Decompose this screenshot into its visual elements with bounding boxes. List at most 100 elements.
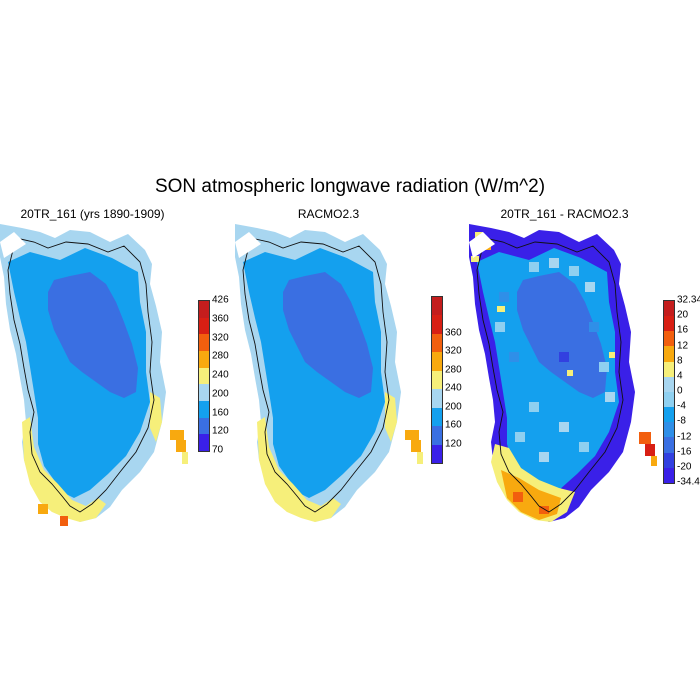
map-cell bbox=[539, 452, 549, 462]
map-cell bbox=[495, 322, 505, 332]
colorbar-segment bbox=[664, 331, 674, 347]
coastline bbox=[7, 237, 155, 513]
island-cell bbox=[645, 444, 655, 456]
colorbar-tick-label: -12 bbox=[677, 431, 692, 442]
greenland-map-3 bbox=[469, 224, 657, 522]
south-tip-cell bbox=[38, 504, 48, 514]
colorbar-tick-label: 160 bbox=[212, 407, 229, 418]
map-cell bbox=[549, 258, 559, 268]
south-margin bbox=[22, 417, 106, 522]
colorbar-tick-label: -4 bbox=[677, 400, 686, 412]
map-cell bbox=[559, 422, 569, 432]
island-cell bbox=[651, 456, 657, 466]
colorbar-segment bbox=[432, 407, 442, 427]
coastline bbox=[476, 237, 624, 513]
colorbar-tick-label: 20 bbox=[677, 309, 689, 321]
map-cell bbox=[499, 292, 509, 302]
colorbar-segment bbox=[199, 317, 209, 335]
panel-title-1: 20TR_161 (yrs 1890-1909) bbox=[20, 207, 165, 221]
west-cell bbox=[497, 306, 505, 312]
colorbar-tick-label: 12 bbox=[677, 340, 689, 351]
south-margin bbox=[257, 417, 341, 522]
greenland-map-2 bbox=[235, 224, 423, 522]
colorbar-tick-label: 320 bbox=[445, 345, 462, 357]
colorbar-tick-label: 200 bbox=[445, 401, 462, 413]
colorbar-tick-label: 70 bbox=[212, 444, 224, 456]
colorbar-box bbox=[431, 296, 443, 464]
greenland-map-1 bbox=[0, 224, 188, 526]
south-hot-cell bbox=[513, 492, 523, 502]
colorbar-segment bbox=[664, 452, 674, 468]
colorbar-tick-label: 160 bbox=[445, 419, 462, 431]
figure-title: SON atmospheric longwave radiation (W/m^… bbox=[154, 176, 546, 197]
colorbar-tick-label: 280 bbox=[212, 350, 229, 362]
colorbar-segment bbox=[664, 391, 674, 408]
colorbar-tick-label: -8 bbox=[677, 415, 686, 427]
colorbar-segment bbox=[199, 301, 209, 318]
colorbar-segment bbox=[199, 384, 209, 401]
colorbar-tick-label: -16 bbox=[677, 446, 692, 458]
ellesmere-gap bbox=[469, 232, 495, 258]
map-cell bbox=[529, 262, 539, 272]
colorbar-segment bbox=[664, 376, 674, 392]
nw-cell bbox=[471, 256, 479, 262]
interior-zone bbox=[48, 272, 138, 398]
island-cell bbox=[411, 440, 421, 452]
east-cell bbox=[609, 352, 615, 358]
colorbar-segment bbox=[199, 350, 209, 368]
map-cell bbox=[569, 266, 579, 276]
colorbar-tick-label: 4 bbox=[677, 370, 683, 382]
map-cell bbox=[605, 392, 615, 402]
colorbar-segment bbox=[432, 444, 442, 463]
island-cell bbox=[639, 432, 651, 444]
colorbar-segment bbox=[664, 467, 674, 483]
island-cell bbox=[182, 452, 188, 464]
colorbar-tick-label: 426 bbox=[212, 294, 229, 306]
map-cell bbox=[585, 282, 595, 292]
colorbar-tick-label: 32.34 bbox=[677, 294, 700, 306]
map-cell bbox=[515, 432, 525, 442]
map-cell bbox=[559, 352, 569, 362]
colorbar-segment bbox=[432, 352, 442, 371]
colorbar-tick-label: 120 bbox=[212, 425, 229, 437]
colorbar-tick-label: 16 bbox=[677, 324, 689, 336]
colorbar-tick-label: -20 bbox=[677, 461, 692, 473]
colorbar-tick-label: 280 bbox=[445, 364, 462, 376]
colorbar-segment bbox=[664, 407, 674, 423]
colorbar-segment bbox=[432, 370, 442, 390]
map-cell bbox=[529, 402, 539, 412]
colorbar-segment bbox=[664, 346, 674, 362]
island-cell bbox=[176, 440, 186, 452]
colorbar-segment bbox=[664, 422, 674, 438]
colorbar-tick-label: 200 bbox=[212, 388, 229, 400]
colorbar-segment bbox=[664, 301, 674, 317]
colorbar-box bbox=[198, 300, 210, 452]
colorbar-segment bbox=[664, 316, 674, 332]
colorbar-tick-label: 8 bbox=[677, 355, 683, 367]
south-tip-cell bbox=[60, 516, 68, 526]
south-hot-cell bbox=[539, 506, 549, 514]
colorbar-tick-label: 0 bbox=[677, 385, 683, 397]
ellesmere-gap bbox=[235, 232, 261, 258]
map-cell bbox=[599, 362, 609, 372]
colorbar-tick-label: -34.4 bbox=[677, 476, 700, 488]
colorbar-segment bbox=[664, 437, 674, 453]
colorbar-tick-label: 120 bbox=[445, 438, 462, 450]
colorbar-box bbox=[663, 300, 675, 484]
colorbar-segment bbox=[199, 334, 209, 351]
colorbar-tick-label: 240 bbox=[445, 382, 462, 394]
colorbar-segment bbox=[432, 333, 442, 353]
colorbar-segment bbox=[199, 417, 209, 435]
map-cell bbox=[509, 352, 519, 362]
panel-title-3: 20TR_161 - RACMO2.3 bbox=[500, 207, 629, 221]
colorbar-segment bbox=[432, 297, 442, 316]
colorbar-segment bbox=[664, 361, 674, 377]
colorbar-tick-label: 360 bbox=[212, 313, 229, 325]
colorbar-segment bbox=[199, 367, 209, 385]
interior-zone bbox=[517, 272, 607, 398]
colorbar-tick-label: 360 bbox=[445, 327, 462, 339]
coastline bbox=[242, 237, 390, 513]
east-cell bbox=[567, 370, 573, 376]
colorbar-segment bbox=[432, 389, 442, 408]
map-cell bbox=[589, 322, 599, 332]
